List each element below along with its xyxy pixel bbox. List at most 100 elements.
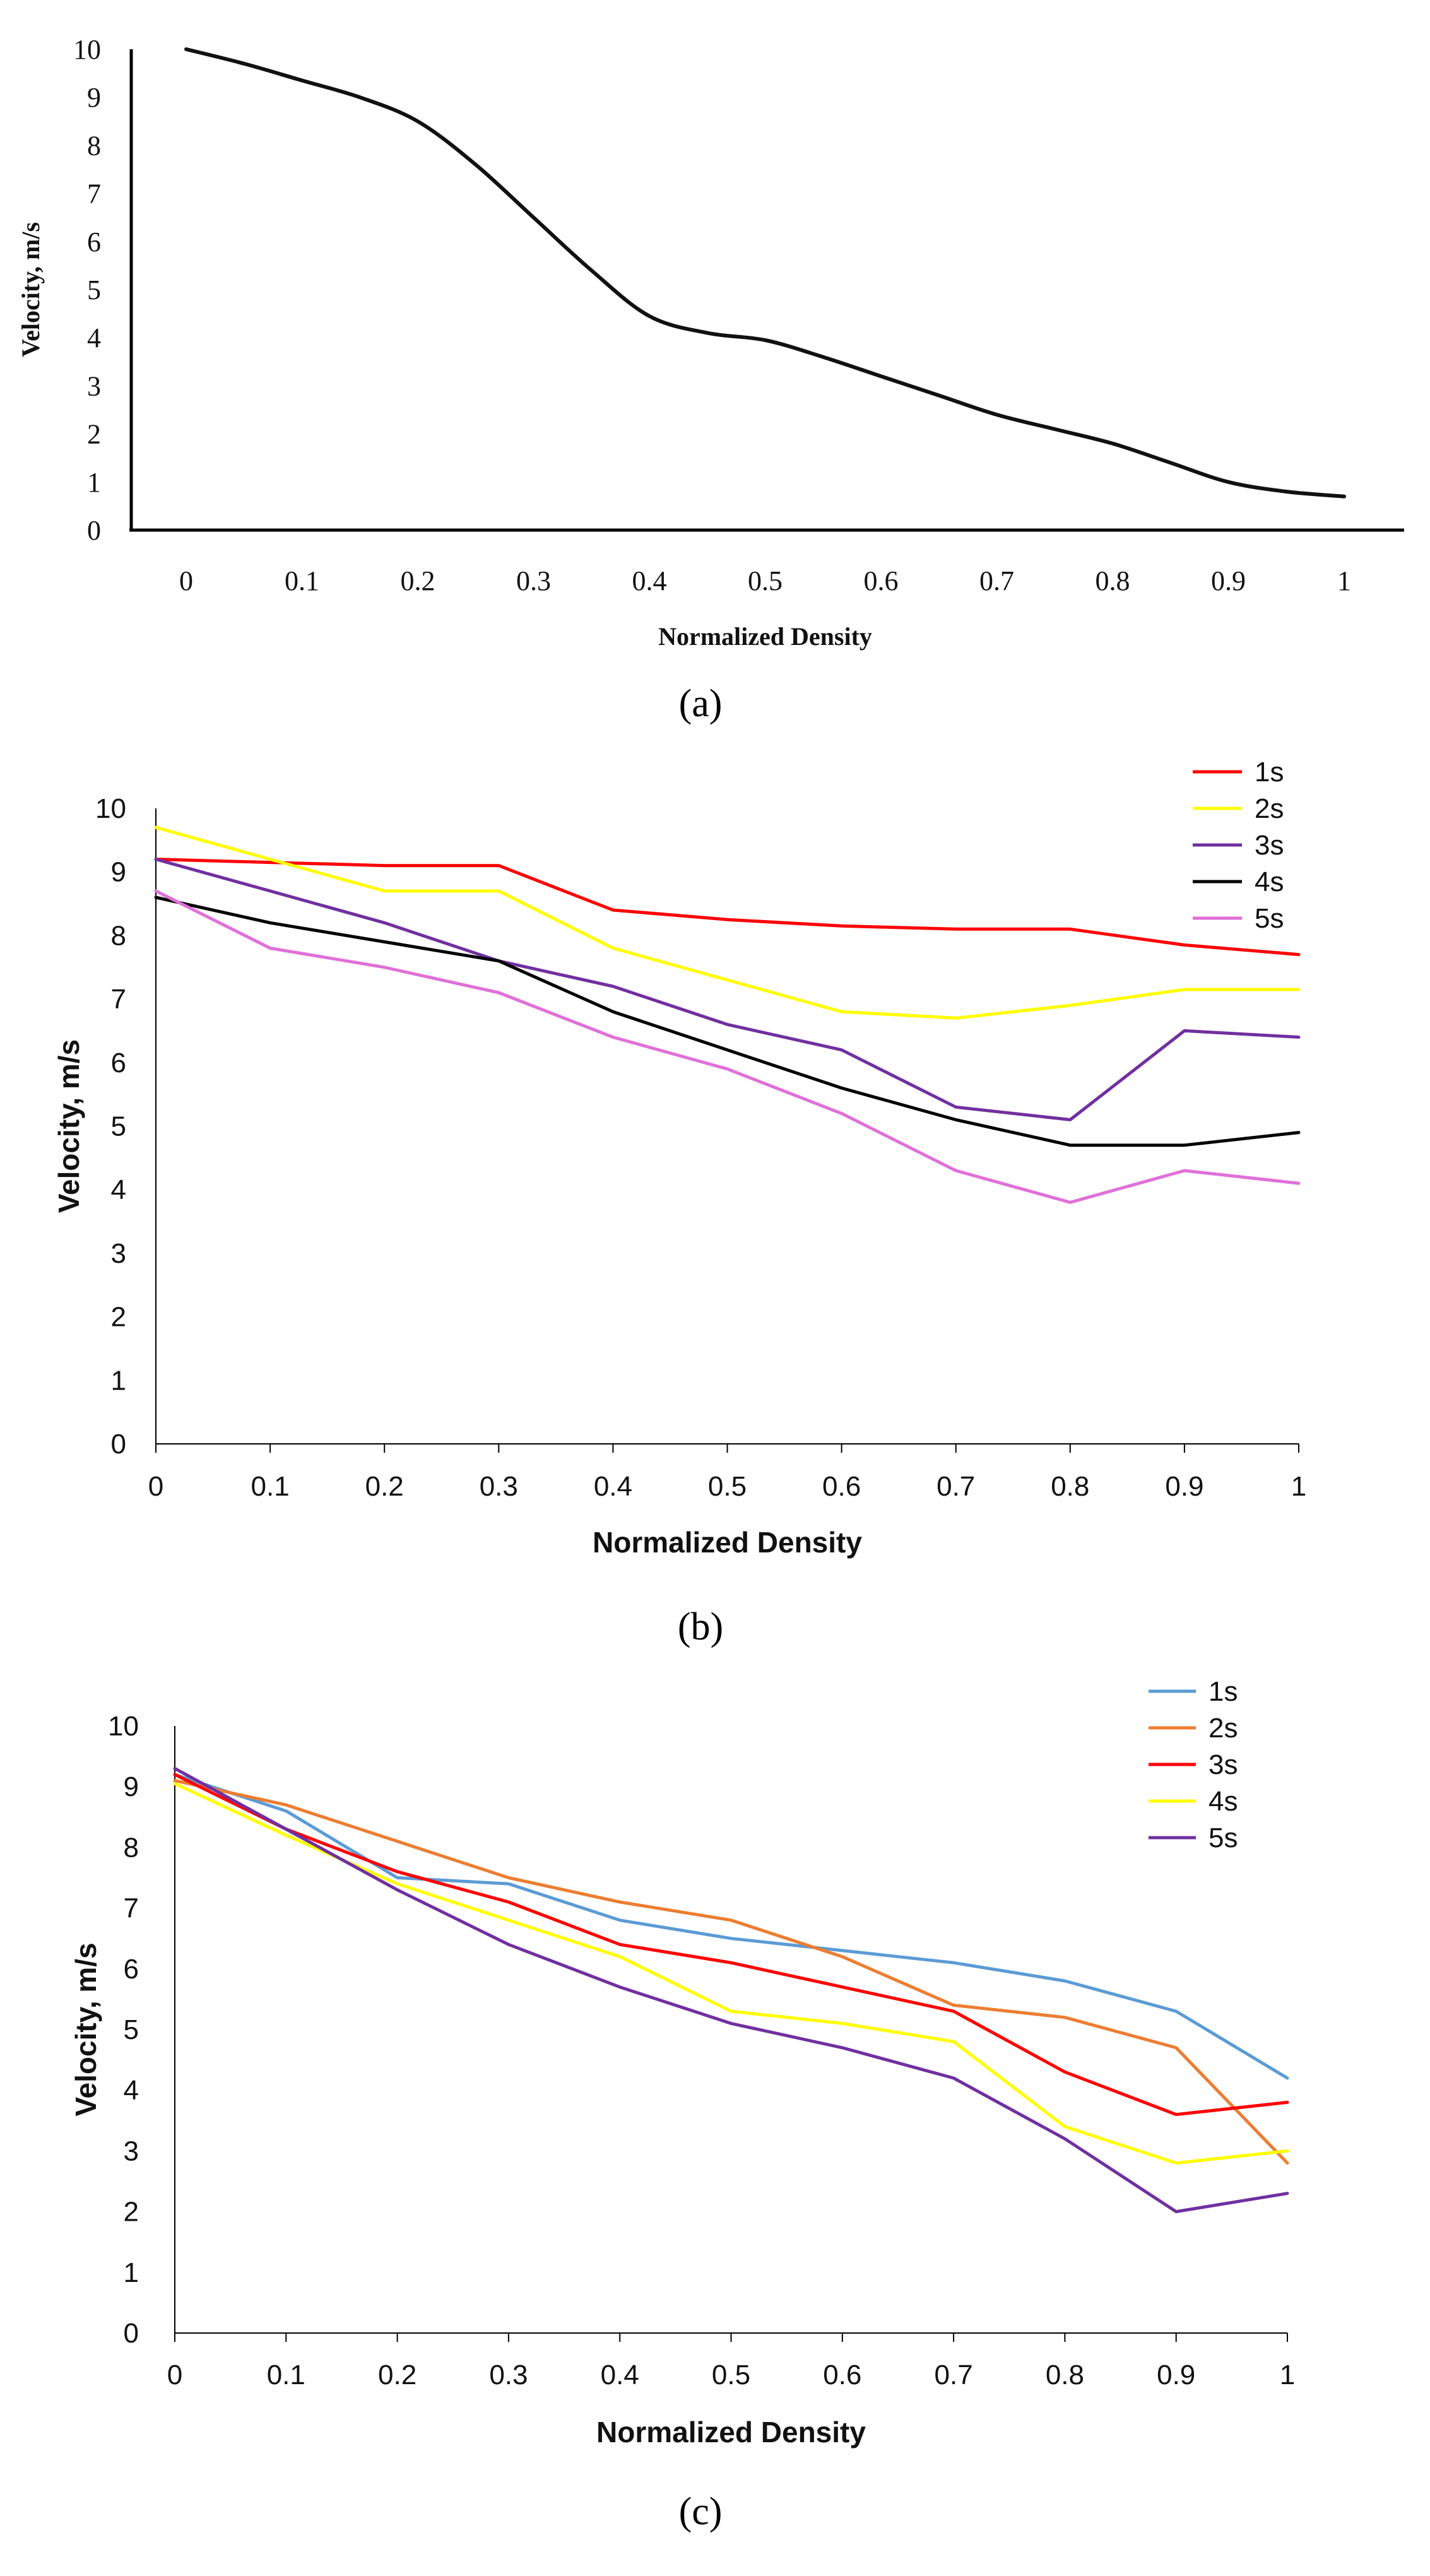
legend-label: 5s <box>1208 1823 1238 1853</box>
x-tick-label: 0.4 <box>594 1471 632 1502</box>
x-tick-label: 0.8 <box>1096 565 1130 596</box>
x-tick-label: 0.5 <box>712 2360 750 2390</box>
y-tick-label: 3 <box>87 370 101 401</box>
y-axis-title: Velocity, m/s <box>52 1039 85 1213</box>
legend-label: 3s <box>1255 830 1284 861</box>
y-tick-label: 10 <box>73 34 101 65</box>
legend-label: 1s <box>1208 1676 1238 1707</box>
y-tick-label: 1 <box>87 467 101 498</box>
panel-caption: (c) <box>679 2490 723 2533</box>
x-tick-label: 1 <box>1337 565 1351 596</box>
x-axis-title: Normalized Density <box>593 1526 862 1559</box>
y-tick-label: 7 <box>111 984 126 1015</box>
y-tick-label: 6 <box>124 1954 139 1985</box>
x-tick-label: 0.1 <box>267 2360 305 2390</box>
x-tick-label: 0.8 <box>1051 1471 1089 1502</box>
y-tick-label: 8 <box>111 920 126 951</box>
y-axis-title: Velocity, m/s <box>16 222 45 357</box>
y-axis-title: Velocity, m/s <box>69 1942 102 2116</box>
y-tick-label: 4 <box>87 322 101 353</box>
x-tick-label: 0.3 <box>516 565 551 596</box>
y-tick-label: 2 <box>124 2197 139 2228</box>
x-tick-label: 0.5 <box>748 565 783 596</box>
x-tick-label: 0.2 <box>365 1471 404 1502</box>
series-line-5s <box>154 889 1301 1204</box>
y-tick-label: 9 <box>87 82 101 113</box>
x-tick-label: 0.7 <box>979 565 1014 596</box>
y-tick-label: 0 <box>111 1429 126 1460</box>
legend: 1s 2s 3s 4s 5s <box>1193 757 1284 934</box>
y-tick-label: 0 <box>124 2318 139 2349</box>
x-tick-label: 0.6 <box>864 565 899 596</box>
series-line-2s <box>173 1779 1289 2165</box>
y-tick-label: 8 <box>87 130 101 161</box>
y-tick-label: 2 <box>87 419 101 450</box>
y-tick-label: 9 <box>124 1771 139 1802</box>
series-line-5s <box>173 1766 1289 2214</box>
legend-label: 4s <box>1208 1786 1238 1817</box>
x-tick-label: 0.2 <box>401 565 435 596</box>
chart-panel-1: 0 0.1 0.2 0.3 0.4 0.5 0.6 0.7 0.8 0.9 101234567891… <box>16 34 1404 725</box>
x-tick-label: 0 <box>179 565 193 596</box>
series-line-1s <box>154 858 1301 957</box>
x-tick-label: 0.6 <box>823 2360 861 2390</box>
legend: 1s 2s 3s 4s 5s <box>1149 1676 1238 1853</box>
y-tick-label: 4 <box>111 1174 126 1205</box>
y-tick-label: 5 <box>124 2014 139 2045</box>
x-tick-label: 0.3 <box>489 2360 528 2390</box>
legend-label: 4s <box>1255 866 1284 897</box>
y-tick-label: 3 <box>124 2136 139 2166</box>
y-tick-label: 1 <box>111 1365 126 1396</box>
x-tick-label: 0.7 <box>937 1471 975 1502</box>
legend-label: 3s <box>1208 1749 1238 1780</box>
x-tick-label: 0.8 <box>1046 2360 1084 2390</box>
x-tick-label: 0.9 <box>1157 2360 1195 2390</box>
y-tick-label: 1 <box>124 2257 139 2288</box>
y-tick-label: 6 <box>111 1048 126 1078</box>
x-tick-label: 0 <box>148 1471 163 1502</box>
x-axis-title: Normalized Density <box>658 622 872 651</box>
x-tick-label: 0.6 <box>822 1471 861 1502</box>
y-tick-label: 7 <box>124 1893 139 1924</box>
x-tick-label: 1 <box>1291 1471 1306 1502</box>
y-tick-label: 3 <box>111 1238 126 1269</box>
panel-caption: (b) <box>678 1605 723 1648</box>
x-tick-label: 0 <box>167 2360 182 2390</box>
series-line-4s <box>154 895 1301 1147</box>
y-tick-label: 5 <box>87 275 101 305</box>
x-tick-label: 0.9 <box>1165 1471 1203 1502</box>
legend-label: 2s <box>1208 1713 1238 1744</box>
x-tick-label: 0.5 <box>708 1471 747 1502</box>
series-line-3s <box>173 1773 1289 2117</box>
x-tick-label: 0.7 <box>935 2360 973 2390</box>
chart-panel-2: 0 0.1 0.2 0.3 0.4 0.5 0.6 0.7 0.8 0.9 101234567891… <box>52 757 1306 1648</box>
y-tick-label: 8 <box>124 1832 139 1863</box>
panel-caption: (a) <box>679 682 723 725</box>
x-tick-label: 0.1 <box>285 565 319 596</box>
y-tick-label: 10 <box>95 793 126 824</box>
series-line-2s <box>154 825 1301 1020</box>
series-line-1s <box>173 1773 1289 2080</box>
chart-panel-3: 0 0.1 0.2 0.3 0.4 0.5 0.6 0.7 0.8 0.9 101234567891… <box>69 1676 1295 2533</box>
x-tick-label: 0.2 <box>378 2360 417 2390</box>
y-tick-label: 5 <box>111 1111 126 1142</box>
y-tick-label: 7 <box>87 179 101 210</box>
legend-label: 1s <box>1255 757 1284 788</box>
y-tick-label: 6 <box>87 227 101 257</box>
x-tick-label: 0.9 <box>1211 565 1246 596</box>
x-axis-title: Normalized Density <box>596 2416 866 2449</box>
x-tick-label: 0.4 <box>601 2360 639 2390</box>
series-line-3s <box>154 858 1301 1121</box>
y-tick-label: 0 <box>87 515 101 546</box>
series-line-series-1 <box>184 47 1346 499</box>
series-line-4s <box>173 1781 1289 2165</box>
x-tick-label: 1 <box>1280 2360 1295 2390</box>
x-tick-label: 0.4 <box>632 565 667 596</box>
y-tick-label: 9 <box>111 857 126 888</box>
y-tick-label: 10 <box>108 1711 139 1742</box>
x-tick-label: 0.3 <box>480 1471 518 1502</box>
legend-label: 5s <box>1255 903 1284 934</box>
x-tick-label: 0.1 <box>251 1471 290 1502</box>
y-tick-label: 2 <box>111 1302 126 1333</box>
